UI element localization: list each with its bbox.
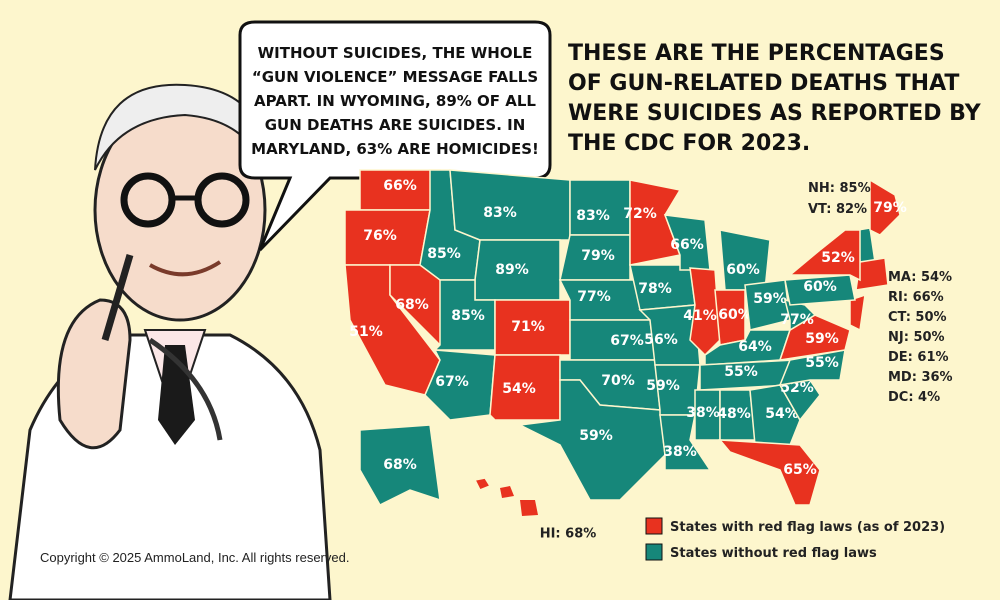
legend-label: States without red flag laws: [670, 546, 877, 561]
copyright: Copyright © 2025 AmmoLand, Inc. All righ…: [40, 550, 349, 565]
state-note: MD: 36%: [888, 370, 953, 385]
state: [787, 229, 861, 282]
state-label: 85%: [427, 246, 461, 262]
legend-label: States with red flag laws (as of 2023): [670, 520, 945, 535]
cartoon-man: [8, 83, 332, 600]
state: [489, 354, 561, 421]
state-note: DE: 61%: [888, 350, 949, 365]
state-label: 41%: [683, 308, 717, 324]
state-label: 54%: [502, 381, 536, 397]
legend-swatch: [645, 543, 663, 561]
state-label: 68%: [395, 297, 429, 313]
bubble-line: “GUN VIOLENCE” MESSAGE FALLS: [252, 68, 538, 86]
state: [517, 379, 666, 501]
state-label: 85%: [451, 308, 485, 324]
state-label: 83%: [483, 205, 517, 221]
state-label: 89%: [495, 262, 529, 278]
state: [718, 439, 821, 506]
state-label: 79%: [873, 200, 907, 216]
state-note: VT: 82%: [808, 202, 867, 217]
state-label: 66%: [670, 237, 704, 253]
state-label: 59%: [753, 291, 787, 307]
state: [749, 384, 801, 446]
bubble-line: GUN DEATHS ARE SUICIDES. IN: [265, 116, 526, 134]
state-label: 72%: [623, 206, 657, 222]
state-label: 65%: [783, 462, 817, 478]
state-label: 48%: [717, 406, 751, 422]
state-note: NJ: 50%: [888, 330, 945, 345]
title-line: WERE SUICIDES AS REPORTED BY: [568, 101, 982, 126]
bubble-line: APART. IN WYOMING, 89% OF ALL: [254, 92, 536, 110]
state-label: 54%: [765, 406, 799, 422]
state-label: 83%: [576, 208, 610, 224]
state-label: 59%: [579, 428, 613, 444]
state-label: 71%: [511, 319, 545, 335]
state: [359, 424, 441, 506]
state: [500, 486, 514, 498]
state-label: 60%: [726, 262, 760, 278]
state-label: 68%: [383, 457, 417, 473]
state-label: 52%: [821, 250, 855, 266]
bubble-line: MARYLAND, 63% ARE HOMICIDES!: [251, 140, 539, 158]
state-note: NH: 85%: [808, 181, 871, 196]
title-line: OF GUN-RELATED DEATHS THAT: [568, 71, 959, 96]
state-note: MA: 54%: [888, 270, 952, 285]
state-label: 60%: [803, 279, 837, 295]
state-label: 59%: [646, 378, 680, 394]
state-label: 66%: [383, 178, 417, 194]
state: [719, 229, 771, 291]
state-label: 55%: [724, 364, 758, 380]
state-label: 59%: [805, 331, 839, 347]
state: [849, 293, 866, 332]
state: [520, 500, 538, 516]
state-label: 38%: [663, 444, 697, 460]
state-label: 55%: [805, 355, 839, 371]
state-note: CT: 50%: [888, 310, 947, 325]
state-label: HI: 68%: [540, 527, 597, 542]
state-label: 67%: [610, 333, 644, 349]
title-line: THE CDC FOR 2023.: [568, 131, 810, 156]
state-label: 60%: [718, 307, 752, 323]
state-label: 78%: [638, 281, 672, 297]
state-label: 64%: [738, 339, 772, 355]
speech-bubble: [238, 20, 552, 252]
legend-swatch: [645, 517, 663, 535]
state: [473, 477, 492, 491]
state-label: 76%: [363, 228, 397, 244]
state: [784, 274, 856, 306]
state-note: RI: 66%: [888, 290, 944, 305]
state-note: DC: 4%: [888, 390, 940, 405]
state: [855, 257, 889, 291]
state-label: 70%: [601, 373, 635, 389]
state: [869, 178, 901, 236]
state-label: 56%: [644, 332, 678, 348]
state-label: 67%: [435, 374, 469, 390]
state-label: 77%: [780, 312, 814, 328]
state-label: 79%: [581, 248, 615, 264]
state-label: 38%: [686, 405, 720, 421]
title-line: THESE ARE THE PERCENTAGES: [568, 41, 945, 66]
bubble-line: WITHOUT SUICIDES, THE WHOLE: [258, 44, 533, 62]
state-label: 77%: [577, 289, 611, 305]
state-label: 51%: [349, 324, 383, 340]
